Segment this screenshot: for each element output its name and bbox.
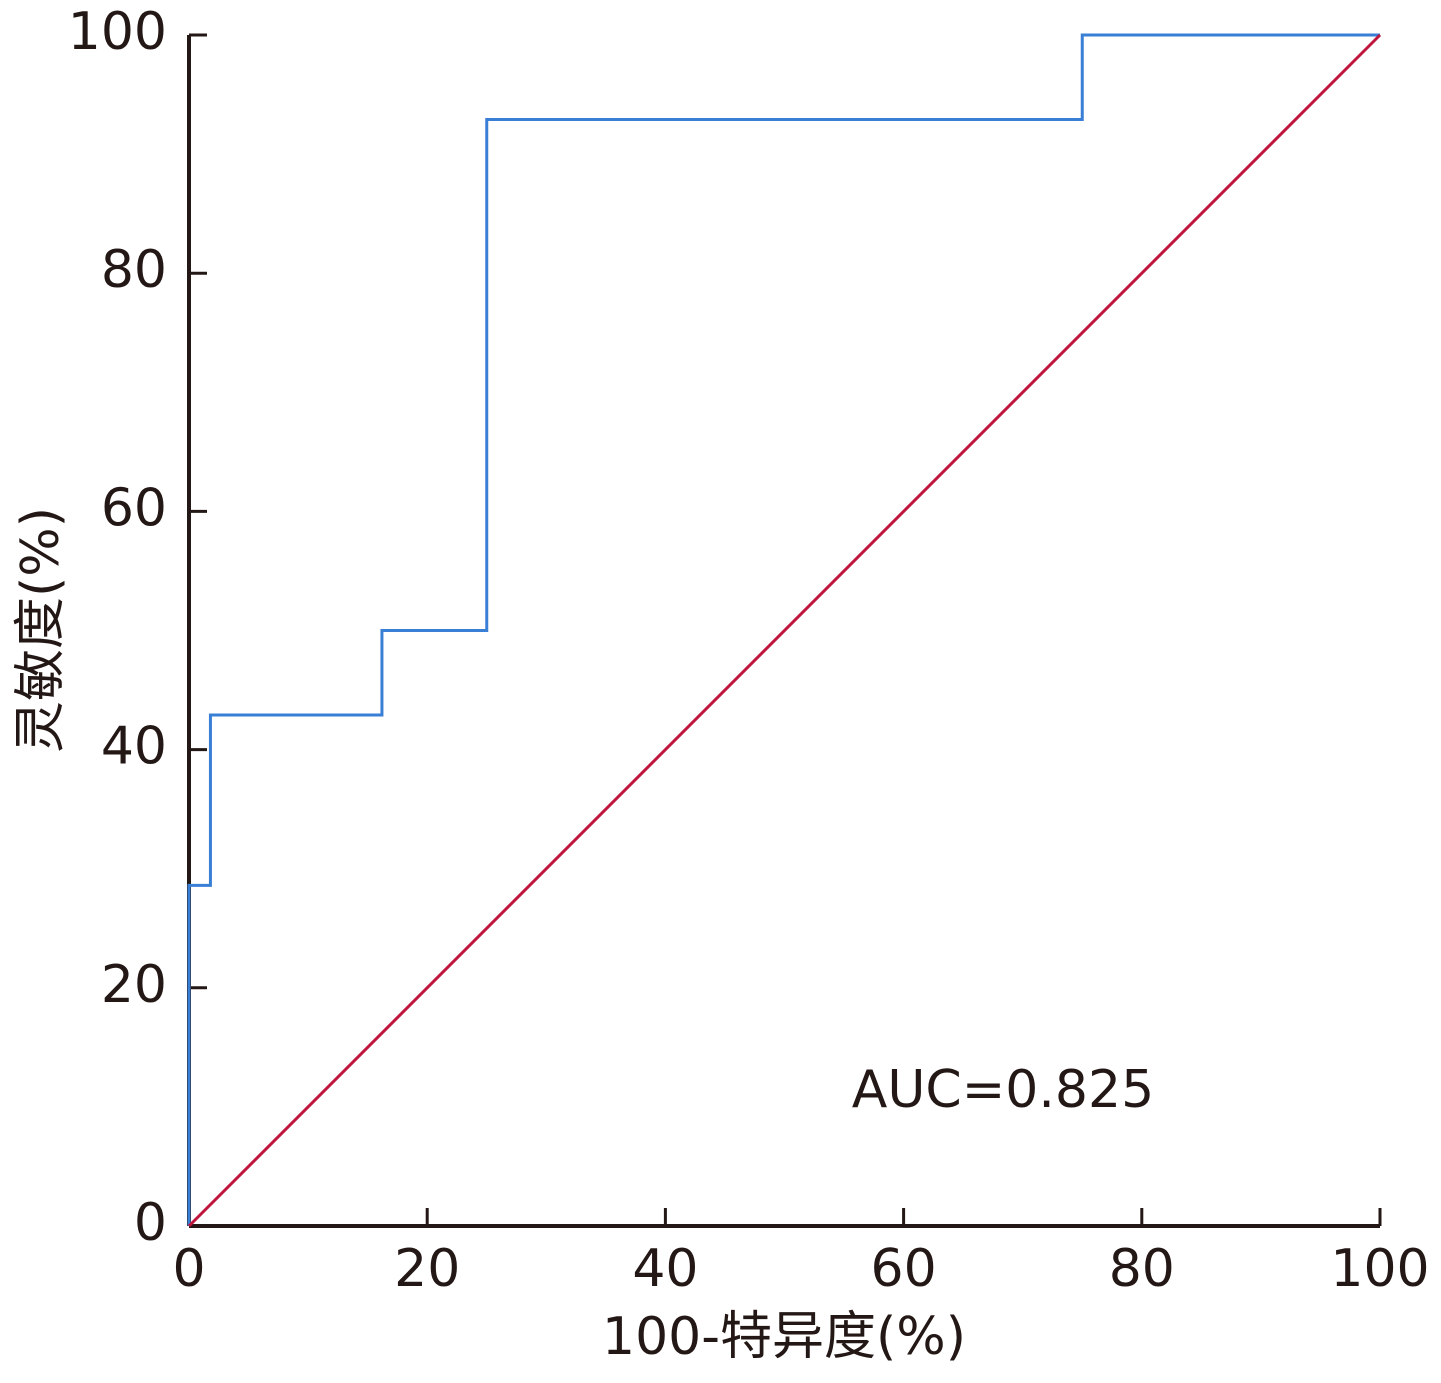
y-tick-label: 100: [68, 2, 167, 62]
x-tick-label: 80: [1109, 1239, 1175, 1299]
x-axis-label: 100-特异度(%): [602, 1307, 966, 1367]
x-tick-label: 40: [632, 1239, 698, 1299]
y-tick-label: 80: [101, 240, 167, 300]
x-tick-label: 100: [1330, 1239, 1429, 1299]
series-line: [187, 33, 1382, 1228]
y-tick-label: 20: [101, 955, 167, 1015]
x-tick-label: 0: [172, 1239, 205, 1299]
x-tick-label: 20: [394, 1239, 460, 1299]
y-tick-label: 40: [101, 717, 167, 777]
y-tick-label: 0: [134, 1193, 167, 1253]
y-tick-label: 60: [101, 478, 167, 538]
x-tick-label: 60: [871, 1239, 937, 1299]
y-axis-label: 灵敏度(%): [11, 507, 71, 753]
annotation: AUC=0.825: [852, 1060, 1154, 1120]
series-line: [187, 33, 1380, 1226]
